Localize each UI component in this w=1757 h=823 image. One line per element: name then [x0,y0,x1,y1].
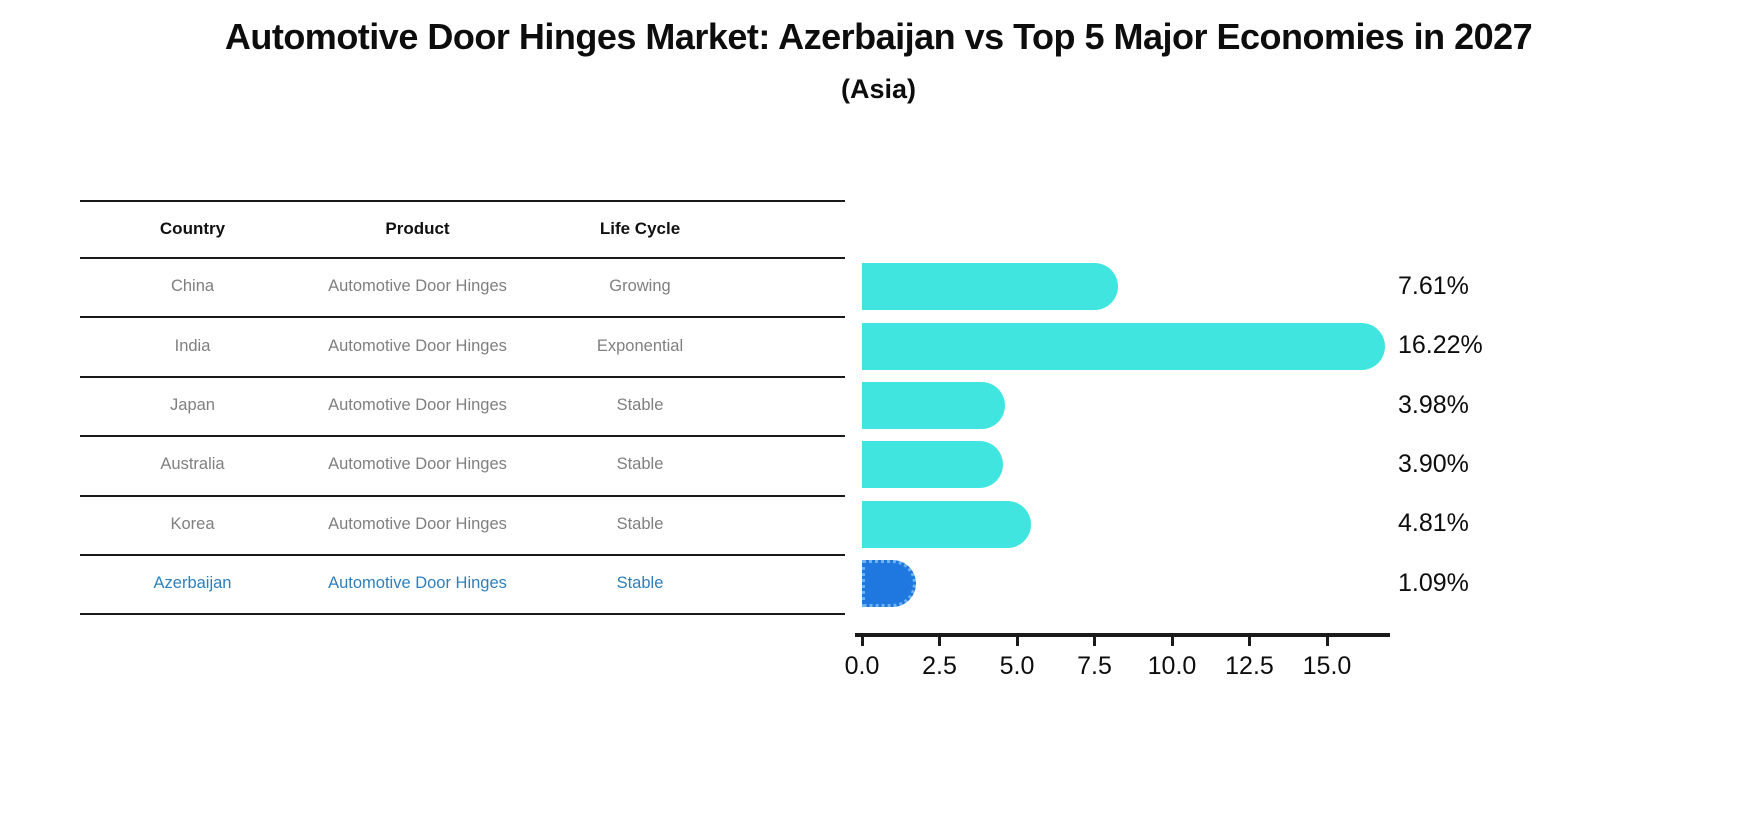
table-row: Azerbaijan Automotive Door Hinges Stable [80,554,750,613]
x-axis-tick-label: 7.5 [1077,652,1112,680]
bar [862,500,1032,548]
table-rule [80,613,845,616]
table-rule [80,494,845,497]
country-cell: Korea [170,514,215,533]
table-header-cell: Product [385,218,450,238]
value-label: 16.22% [1398,331,1483,360]
table-header-cell: Life Cycle [599,218,681,238]
bar [862,382,1006,429]
product-cell: Automotive Door Hinges [328,395,507,414]
value-label: 7.61% [1398,271,1469,300]
page-title: Automotive Door Hinges Market: Azerbaija… [224,16,1533,57]
country-cell: Azerbaijan [153,574,232,593]
product-cell: Automotive Door Hinges [328,455,507,474]
table-row: Korea Automotive Door Hinges Stable [80,495,750,554]
x-axis-tick-label: 10.0 [1147,652,1197,680]
lifecycle-cell: Stable [616,395,664,414]
table-row: Australia Automotive Door Hinges Stable [80,435,750,494]
value-label: 4.81% [1398,509,1469,538]
lifecycle-cell: Exponential [596,336,684,355]
product-cell: Automotive Door Hinges [328,574,507,593]
x-axis-tick [938,633,941,646]
x-axis-tick [1015,633,1019,646]
product-cell: Automotive Door Hinges [328,336,507,355]
table-rule [80,200,845,202]
table-rule [80,375,845,378]
table-rule [80,316,845,319]
table-row: Japan Automotive Door Hinges Stable [80,376,750,435]
x-axis-tick-label: 5.0 [999,652,1035,680]
lifecycle-cell: Stable [616,574,664,593]
x-axis-tick-label: 12.5 [1225,652,1274,680]
highlight-bar [862,560,916,608]
x-axis-tick [860,633,864,646]
table-header-row: Country Product Life Cycle [80,200,750,257]
x-axis-tick [1170,633,1174,646]
lifecycle-cell: Stable [616,455,664,474]
bar [862,263,1118,311]
value-label: 3.90% [1398,449,1469,478]
value-label: 3.98% [1398,390,1469,419]
table-row: China Automotive Door Hinges Growing [80,257,750,316]
country-cell: India [174,336,211,355]
table-row: India Automotive Door Hinges Exponential [80,316,750,375]
product-cell: Automotive Door Hinges [328,277,507,296]
country-cell: Japan [170,395,215,414]
x-axis-tick [1248,633,1251,646]
country-cell: Australia [160,455,225,474]
bar [862,441,1003,489]
x-axis-line [855,633,1390,637]
table-rule [80,435,845,438]
x-axis-tick [1093,633,1096,646]
x-axis-tick-label: 2.5 [922,652,957,680]
table-rule [80,554,845,556]
bar [862,322,1385,370]
country-cell: China [170,277,215,296]
lifecycle-cell: Growing [609,277,671,296]
x-axis-tick-label: 0.0 [844,652,880,680]
table-rule [80,257,845,259]
page-subtitle: (Asia) [840,74,916,104]
x-axis-tick-label: 15.0 [1302,652,1352,680]
table-header-cell: Country [159,218,226,238]
value-label: 1.09% [1398,568,1469,597]
lifecycle-cell: Stable [616,514,664,533]
product-cell: Automotive Door Hinges [328,514,507,533]
x-axis-tick [1325,633,1329,646]
